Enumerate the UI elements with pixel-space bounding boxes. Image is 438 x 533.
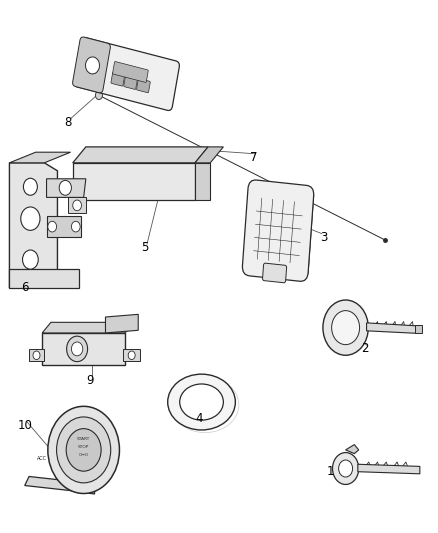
Polygon shape <box>367 323 420 334</box>
Polygon shape <box>42 322 134 333</box>
Polygon shape <box>10 152 71 163</box>
Polygon shape <box>195 163 210 200</box>
Circle shape <box>95 91 102 100</box>
Polygon shape <box>25 477 95 494</box>
Circle shape <box>66 429 101 471</box>
Circle shape <box>332 453 359 484</box>
Text: STOP: STOP <box>78 445 89 449</box>
Polygon shape <box>416 325 422 334</box>
Text: 10: 10 <box>17 419 32 432</box>
Polygon shape <box>29 349 44 361</box>
Text: 6: 6 <box>21 281 28 294</box>
Polygon shape <box>73 163 195 200</box>
FancyBboxPatch shape <box>124 75 138 90</box>
FancyBboxPatch shape <box>111 72 125 86</box>
Text: 1: 1 <box>327 465 334 478</box>
Circle shape <box>57 417 111 483</box>
Circle shape <box>23 178 37 195</box>
Text: O→O: O→O <box>79 453 88 457</box>
Text: START: START <box>77 437 90 441</box>
Text: 3: 3 <box>320 231 328 244</box>
Polygon shape <box>10 163 57 288</box>
Circle shape <box>21 207 40 230</box>
Circle shape <box>339 460 353 477</box>
Polygon shape <box>73 147 208 163</box>
Polygon shape <box>106 314 138 333</box>
Polygon shape <box>123 349 141 361</box>
Circle shape <box>332 311 360 345</box>
FancyBboxPatch shape <box>242 180 314 281</box>
Circle shape <box>128 351 135 360</box>
Text: ACC: ACC <box>37 456 47 462</box>
FancyBboxPatch shape <box>262 263 286 282</box>
Circle shape <box>71 342 83 356</box>
Text: 4: 4 <box>196 411 203 424</box>
Polygon shape <box>46 216 81 237</box>
FancyBboxPatch shape <box>137 78 150 93</box>
Circle shape <box>48 406 120 494</box>
Circle shape <box>48 221 57 232</box>
Text: 5: 5 <box>141 241 148 254</box>
Circle shape <box>33 351 40 360</box>
Circle shape <box>85 57 99 74</box>
FancyBboxPatch shape <box>113 61 148 83</box>
Circle shape <box>22 250 38 269</box>
Circle shape <box>323 300 368 356</box>
Ellipse shape <box>180 384 223 420</box>
Circle shape <box>59 180 71 195</box>
Ellipse shape <box>168 374 235 430</box>
FancyBboxPatch shape <box>298 193 314 274</box>
Polygon shape <box>346 445 359 454</box>
Circle shape <box>73 200 81 211</box>
Polygon shape <box>42 333 125 365</box>
Polygon shape <box>10 269 79 288</box>
Text: 8: 8 <box>65 117 72 130</box>
Circle shape <box>67 336 88 362</box>
Polygon shape <box>68 197 86 213</box>
FancyBboxPatch shape <box>73 37 110 93</box>
Text: 9: 9 <box>86 374 94 387</box>
Circle shape <box>71 221 80 232</box>
Polygon shape <box>195 147 223 163</box>
Polygon shape <box>358 464 420 474</box>
FancyBboxPatch shape <box>74 37 180 110</box>
Text: 7: 7 <box>250 151 258 164</box>
Text: 2: 2 <box>361 342 369 356</box>
Polygon shape <box>46 179 86 197</box>
